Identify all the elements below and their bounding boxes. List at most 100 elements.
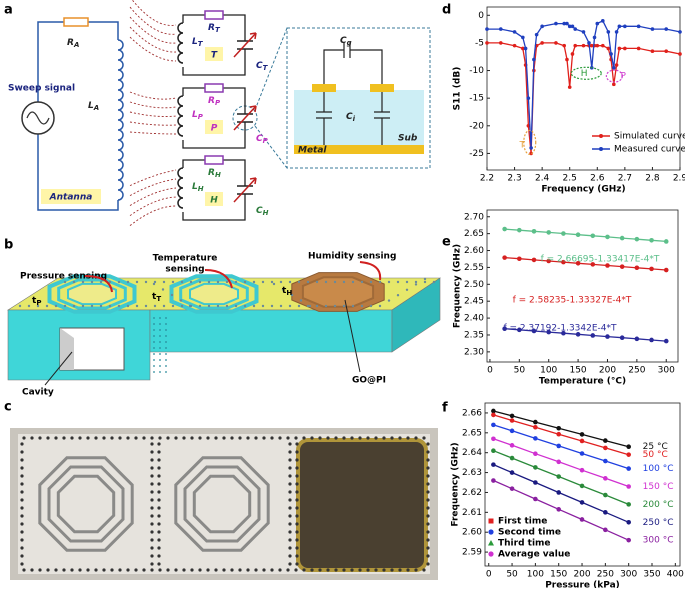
point — [517, 256, 522, 262]
dot — [406, 568, 410, 572]
x-tick-label: 400 — [667, 570, 684, 580]
label: C — [256, 206, 263, 216]
label: LP — [192, 110, 204, 122]
annotation: f = 2.58235-1.33327E-4*T — [513, 296, 632, 306]
x-tick-label: 2.5 — [563, 174, 577, 184]
dot — [286, 436, 290, 440]
dot — [254, 568, 258, 572]
point — [509, 486, 515, 491]
panel-label: c — [4, 400, 12, 415]
dot — [157, 554, 161, 558]
y-tick-label: 2.59 — [462, 548, 482, 558]
point — [512, 30, 517, 34]
x-tick-label: 2.6 — [590, 174, 605, 184]
legend-label: Measured curve — [614, 145, 685, 155]
x-tick-label: 150 — [550, 570, 567, 580]
zoom-line — [254, 27, 288, 169]
dot — [157, 466, 161, 470]
via — [342, 280, 346, 284]
dot — [288, 482, 292, 486]
annotation-ring — [570, 66, 602, 80]
point — [626, 452, 631, 457]
via — [159, 365, 161, 367]
y-axis-label: Frequency (GHz) — [453, 244, 463, 328]
dot — [295, 490, 299, 494]
dot — [182, 436, 186, 440]
via — [161, 288, 165, 291]
label: R — [67, 38, 74, 48]
label: g — [347, 39, 352, 47]
dot — [358, 436, 362, 440]
via — [207, 304, 211, 308]
point — [606, 30, 611, 34]
point — [502, 326, 507, 331]
dot — [426, 546, 430, 550]
dot — [20, 514, 24, 518]
via — [153, 317, 155, 319]
dot — [295, 554, 299, 558]
via — [188, 304, 192, 308]
via — [81, 304, 85, 308]
via — [396, 294, 400, 297]
label: T — [263, 64, 269, 72]
x-tick-label: 350 — [643, 570, 660, 580]
via — [165, 371, 167, 373]
dot — [150, 490, 154, 494]
plot-frame — [486, 209, 679, 363]
tune-arrow — [233, 105, 257, 131]
dot — [295, 538, 299, 542]
label: RT — [208, 23, 221, 35]
point — [603, 445, 608, 451]
point — [523, 46, 528, 51]
y-tick-label: 2.45 — [464, 297, 484, 307]
via — [252, 304, 256, 308]
dot — [94, 568, 98, 572]
tune-arrow — [233, 177, 257, 203]
dot — [182, 568, 186, 572]
point — [533, 424, 538, 430]
dot — [70, 568, 74, 572]
via — [270, 280, 274, 284]
dot — [150, 530, 154, 534]
point — [614, 63, 619, 67]
via — [171, 304, 175, 308]
point — [601, 43, 605, 48]
dot — [230, 436, 234, 440]
dot — [20, 562, 24, 566]
label-box — [205, 120, 223, 134]
octagon — [192, 474, 252, 534]
via — [165, 353, 167, 355]
x-tick-label: 100 — [540, 366, 557, 376]
octagon — [301, 276, 375, 308]
series-line — [504, 256, 667, 271]
point — [634, 236, 640, 242]
point — [587, 41, 591, 45]
via — [153, 347, 155, 349]
point — [556, 425, 562, 431]
point — [533, 496, 538, 502]
dot — [20, 474, 24, 478]
dot — [110, 568, 114, 572]
point — [609, 52, 613, 56]
dot — [38, 436, 42, 440]
dot — [326, 568, 330, 572]
via — [324, 280, 328, 284]
series-label: 25 °C — [643, 442, 668, 452]
dot — [166, 568, 170, 572]
dot — [150, 514, 154, 518]
wire — [182, 14, 246, 76]
coil — [177, 167, 184, 209]
dot — [288, 562, 292, 566]
dot — [157, 482, 161, 486]
label: Cg — [340, 36, 352, 48]
via — [159, 341, 161, 343]
dot — [157, 442, 161, 446]
point — [531, 328, 537, 334]
dot — [406, 436, 410, 440]
y-tick-label: 2.64 — [462, 448, 482, 458]
dot — [358, 568, 362, 572]
via — [288, 280, 292, 284]
y-tick-label: 2.65 — [462, 428, 482, 438]
dot — [288, 538, 292, 542]
